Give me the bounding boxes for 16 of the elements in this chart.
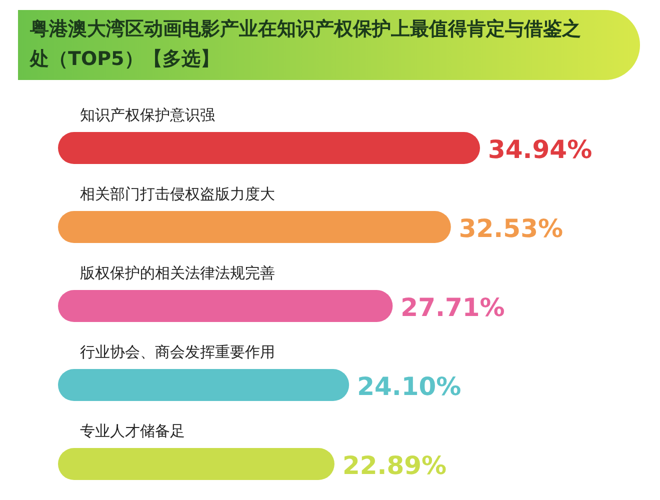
bar (58, 132, 480, 164)
y-tick-label: 行业协会、商会发挥重要作用 (80, 343, 275, 361)
chart-title: 粤港澳大湾区动画电影产业在知识产权保护上最值得肯定与借鉴之处（TOP5）【多选】 (30, 17, 582, 72)
y-tick-label: 版权保护的相关法律法规完善 (80, 264, 275, 282)
data-label: 24.10% (357, 372, 462, 401)
data-label: 22.89% (342, 451, 447, 480)
bar (58, 290, 393, 322)
data-label: 32.53% (458, 214, 564, 243)
y-tick-label: 知识产权保护意识强 (80, 106, 215, 124)
bar (58, 211, 451, 243)
y-tick-label: 相关部门打击侵权盗版力度大 (80, 185, 275, 203)
bar (58, 448, 334, 480)
data-label: 27.71% (400, 293, 505, 322)
data-label: 34.94% (488, 135, 592, 164)
y-tick-label: 专业人才储备足 (80, 422, 185, 440)
bar (58, 369, 350, 401)
